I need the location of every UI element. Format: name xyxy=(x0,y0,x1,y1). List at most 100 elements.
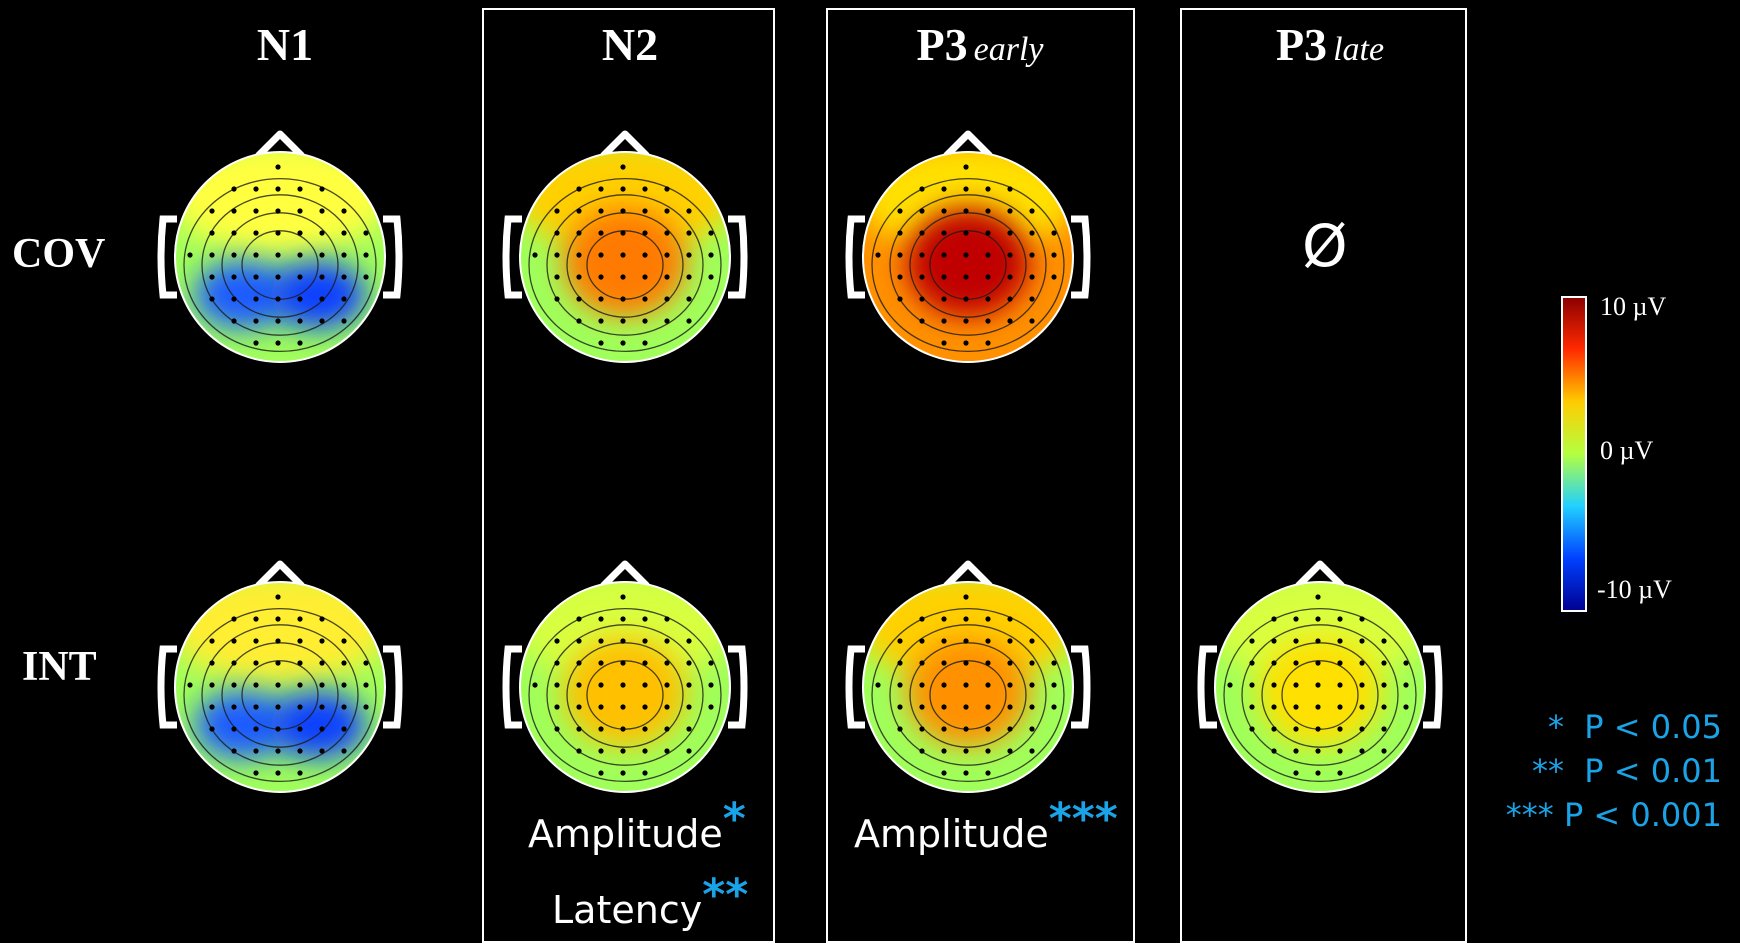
electrode-marker xyxy=(1007,726,1013,732)
electrode-marker xyxy=(1315,616,1321,622)
electrode-marker xyxy=(963,682,969,688)
electrode-marker xyxy=(253,318,259,324)
electrode-marker xyxy=(297,252,303,258)
electrode-marker xyxy=(941,616,947,622)
electrode-marker xyxy=(620,274,626,280)
electrode-marker xyxy=(620,616,626,622)
electrode-marker xyxy=(642,252,648,258)
electrode-marker xyxy=(708,252,714,258)
electrode-marker xyxy=(253,186,259,192)
left-ear-outline xyxy=(502,645,522,729)
electrode-marker xyxy=(297,770,303,776)
electrode-marker xyxy=(275,726,281,732)
electrode-marker xyxy=(941,682,947,688)
electrode-marker xyxy=(319,208,325,214)
electrode-marker xyxy=(620,164,626,170)
electrode-marker xyxy=(919,296,925,302)
electrode-marker xyxy=(554,208,560,214)
electrode-marker xyxy=(686,682,692,688)
electrode-marker xyxy=(253,340,259,346)
electrode-marker xyxy=(532,252,538,258)
electrode-marker xyxy=(875,682,881,688)
electrode-marker xyxy=(941,318,947,324)
nose-outline xyxy=(600,130,650,159)
contour-line xyxy=(221,212,339,318)
right-ear-outline xyxy=(1071,215,1091,299)
activation-focus xyxy=(563,207,687,317)
electrode-marker xyxy=(598,318,604,324)
electrode-marker xyxy=(598,704,604,710)
electrode-marker xyxy=(297,704,303,710)
electrode-marker xyxy=(576,252,582,258)
electrode-marker xyxy=(363,660,369,666)
electrode-marker xyxy=(941,230,947,236)
electrode-marker xyxy=(664,186,670,192)
electrode-marker xyxy=(664,318,670,324)
contour-line xyxy=(566,212,684,318)
electrode-marker xyxy=(253,638,259,644)
electrode-marker xyxy=(686,704,692,710)
electrode-marker xyxy=(1293,704,1299,710)
electrode-marker xyxy=(1249,638,1255,644)
electrode-marker xyxy=(963,340,969,346)
electrode-marker xyxy=(985,186,991,192)
electrode-marker xyxy=(297,616,303,622)
electrode-marker xyxy=(1381,726,1387,732)
electrode-marker xyxy=(1029,682,1035,688)
electrode-marker xyxy=(1293,638,1299,644)
electrode-marker xyxy=(1381,748,1387,754)
electrode-marker xyxy=(341,638,347,644)
electrode-marker xyxy=(231,186,237,192)
electrode-marker xyxy=(297,340,303,346)
electrode-marker xyxy=(554,252,560,258)
electrode-marker xyxy=(1029,726,1035,732)
electrode-marker xyxy=(963,660,969,666)
electrode-marker xyxy=(642,616,648,622)
head-outline xyxy=(519,581,731,793)
electrode-marker xyxy=(642,274,648,280)
electrode-marker xyxy=(598,770,604,776)
no-component-symbol: Ø xyxy=(1302,212,1348,280)
electrode-marker xyxy=(919,208,925,214)
electrode-marker xyxy=(319,616,325,622)
electrode-marker xyxy=(1051,660,1057,666)
electrode-marker xyxy=(341,208,347,214)
electrode-marker xyxy=(1403,660,1409,666)
electrode-marker xyxy=(1315,594,1321,600)
electrode-marker xyxy=(1249,726,1255,732)
left-ear-outline xyxy=(845,215,865,299)
electrode-marker xyxy=(275,208,281,214)
electrode-marker xyxy=(919,660,925,666)
electrode-marker xyxy=(341,660,347,666)
p3-late-column-frame xyxy=(1180,8,1467,943)
contour-line xyxy=(221,642,339,748)
electrode-marker xyxy=(275,704,281,710)
electrode-marker xyxy=(664,660,670,666)
topomap-cov-n1 xyxy=(157,130,403,363)
electrode-marker xyxy=(1051,252,1057,258)
electrode-marker xyxy=(919,274,925,280)
activation-focus xyxy=(1258,637,1382,747)
electrode-marker xyxy=(1271,638,1277,644)
colorbar-min-label: -10 µV xyxy=(1597,575,1672,604)
electrode-marker xyxy=(686,230,692,236)
electrode-marker xyxy=(532,682,538,688)
contour-line xyxy=(546,194,704,336)
contour-line xyxy=(183,177,377,353)
electrode-marker xyxy=(341,748,347,754)
electrode-marker xyxy=(253,274,259,280)
electrode-marker xyxy=(1293,748,1299,754)
electrode-marker xyxy=(554,704,560,710)
electrode-marker xyxy=(963,748,969,754)
electrode-marker xyxy=(963,252,969,258)
electrode-marker xyxy=(598,274,604,280)
electrode-marker xyxy=(708,704,714,710)
activation-focus xyxy=(906,637,1030,747)
electrode-marker xyxy=(576,186,582,192)
electrode-marker xyxy=(554,296,560,302)
electrode-marker xyxy=(319,274,325,280)
electrode-marker xyxy=(1381,704,1387,710)
electrode-marker xyxy=(664,638,670,644)
electrode-marker xyxy=(231,660,237,666)
electrode-marker xyxy=(598,208,604,214)
